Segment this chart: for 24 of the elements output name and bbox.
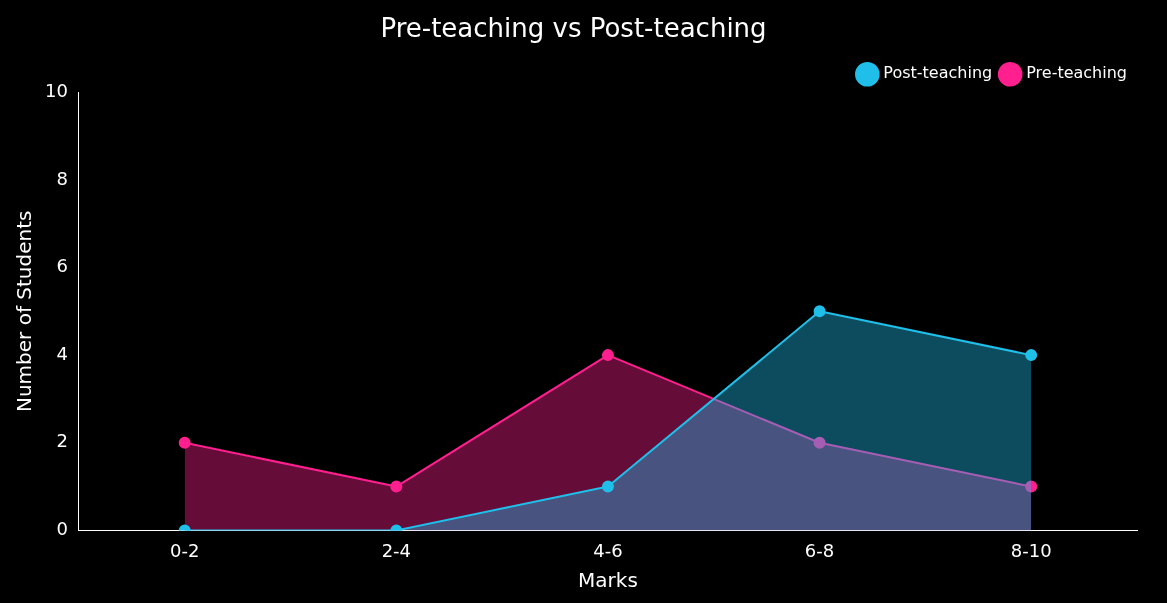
x-tick-label: 4-6 — [593, 539, 623, 561]
point — [390, 480, 403, 493]
y-tick-label: 2 — [56, 430, 68, 452]
point — [813, 305, 826, 318]
x-tick-label: 2-4 — [381, 539, 412, 561]
y-tick-label: 0 — [56, 518, 68, 540]
point — [178, 436, 191, 449]
x-tick-label: 6-8 — [804, 539, 835, 561]
y-tick-label: 6 — [56, 255, 68, 277]
point — [1025, 349, 1038, 362]
chart-title: Pre-teaching vs Post-teaching — [380, 13, 767, 44]
x-tick-label: 0-2 — [170, 539, 200, 561]
x-tick-label: 8-10 — [1010, 539, 1052, 561]
y-tick-label: 10 — [45, 79, 68, 101]
y-tick-label: 8 — [56, 167, 68, 189]
legend-label: Pre-teaching — [1026, 63, 1127, 83]
x-axis-title: Marks — [578, 568, 638, 593]
point — [813, 436, 826, 449]
y-axis-title: Number of Students — [12, 210, 37, 413]
point — [601, 349, 614, 362]
legend-label: Post-teaching — [883, 63, 993, 83]
point — [601, 480, 614, 493]
point — [1025, 480, 1038, 493]
y-tick-label: 4 — [56, 342, 68, 364]
